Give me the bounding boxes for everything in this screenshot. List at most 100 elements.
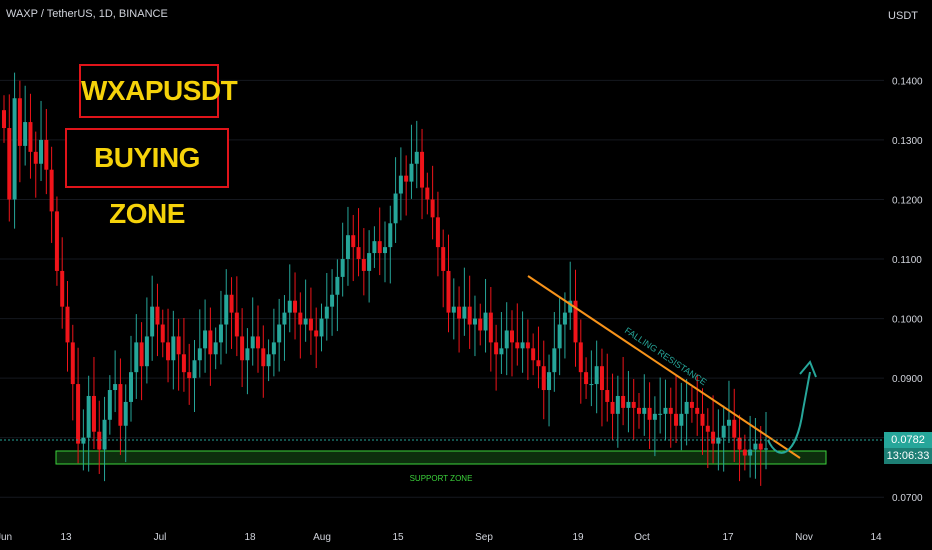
candle-body bbox=[652, 413, 657, 420]
candle-body bbox=[578, 342, 583, 373]
candle-body bbox=[388, 223, 393, 248]
candle-body bbox=[626, 401, 631, 408]
candle-body bbox=[356, 247, 361, 260]
candle-body bbox=[187, 372, 192, 379]
bar-countdown-badge: 13:06:33 bbox=[884, 448, 932, 464]
candle-body bbox=[409, 163, 414, 182]
candle-body bbox=[160, 324, 165, 343]
x-tick-label: 19 bbox=[572, 532, 584, 543]
candle-body bbox=[245, 348, 250, 361]
candle-body bbox=[467, 306, 472, 325]
candle-body bbox=[663, 407, 668, 414]
candle-body bbox=[197, 348, 202, 361]
x-tick-label: Nov bbox=[795, 532, 813, 543]
candle-body bbox=[504, 330, 509, 349]
candle-body bbox=[732, 419, 737, 438]
candle-body bbox=[398, 175, 403, 194]
x-tick-label: Jun bbox=[0, 532, 12, 543]
candle-body bbox=[330, 294, 335, 307]
candle-body bbox=[351, 235, 356, 248]
candle-body bbox=[377, 241, 382, 254]
candle-body bbox=[213, 342, 218, 355]
candle-body bbox=[372, 241, 377, 254]
candle-body bbox=[33, 151, 38, 164]
candle-body bbox=[308, 318, 313, 331]
candle-body bbox=[361, 259, 366, 271]
projection-arrow bbox=[767, 371, 811, 454]
candle-body bbox=[314, 330, 319, 337]
candle-body bbox=[203, 330, 208, 349]
candle-body bbox=[510, 330, 514, 343]
candle-body bbox=[525, 342, 530, 349]
candle-body bbox=[123, 401, 128, 426]
y-tick-label: 0.1100 bbox=[892, 255, 922, 266]
candle-body bbox=[319, 318, 324, 337]
candle-body bbox=[637, 407, 641, 414]
candle-body bbox=[753, 443, 758, 450]
candle-body bbox=[70, 342, 75, 385]
candle-body bbox=[531, 348, 536, 361]
support-zone bbox=[55, 450, 827, 465]
candle-body bbox=[65, 306, 70, 343]
candle-body bbox=[303, 318, 308, 325]
candle-body bbox=[44, 139, 49, 170]
candle-body bbox=[282, 312, 287, 325]
candle-body bbox=[229, 294, 234, 313]
candle-body bbox=[520, 342, 525, 349]
candle-body bbox=[54, 211, 59, 271]
x-tick-label: 18 bbox=[244, 532, 256, 543]
candle-body bbox=[261, 348, 266, 367]
candle-body bbox=[536, 360, 541, 367]
candle-body bbox=[107, 390, 112, 420]
time-axis[interactable]: Jun 13 Jul 18 Aug 15 Sep 19 Oct 17 Nov 14 bbox=[0, 532, 882, 543]
y-tick-label: 0.1000 bbox=[892, 315, 923, 326]
x-tick-label: 17 bbox=[722, 532, 734, 543]
candle-body bbox=[208, 330, 213, 355]
projection-arrowhead bbox=[799, 360, 817, 378]
candle-body bbox=[483, 312, 488, 331]
candle-body bbox=[605, 390, 610, 402]
candle-body bbox=[642, 407, 647, 414]
candle-body bbox=[102, 419, 107, 450]
candle-body bbox=[472, 318, 477, 325]
candle-body bbox=[266, 354, 271, 367]
currency-unit: USDT bbox=[888, 10, 918, 22]
candle-body bbox=[86, 395, 91, 438]
candle-body bbox=[599, 366, 604, 391]
candle-body bbox=[494, 342, 499, 355]
candle-body bbox=[393, 193, 398, 224]
x-tick-label: 13 bbox=[60, 532, 72, 543]
candle-body bbox=[737, 437, 742, 450]
candle-body bbox=[515, 342, 520, 349]
x-tick-label: 15 bbox=[392, 532, 404, 543]
candle-body bbox=[166, 342, 171, 361]
support-zone-label: SUPPORT ZONE bbox=[410, 474, 473, 483]
candle-body bbox=[711, 431, 716, 444]
candle-body bbox=[584, 372, 589, 385]
candle-body bbox=[758, 443, 763, 450]
candle-body bbox=[17, 98, 22, 146]
candle-body bbox=[192, 360, 197, 379]
x-tick-label: Sep bbox=[475, 532, 493, 543]
title-box: WXAPUSDT bbox=[79, 64, 238, 118]
candle-body bbox=[573, 300, 578, 343]
candle-body bbox=[557, 324, 562, 349]
x-tick-label: Jul bbox=[154, 532, 167, 543]
candle-body bbox=[414, 151, 419, 164]
candle-body bbox=[631, 401, 636, 408]
candle-body bbox=[383, 247, 387, 254]
candle-body bbox=[76, 384, 81, 444]
candle-body bbox=[457, 306, 462, 319]
candle-body bbox=[446, 270, 451, 313]
candle-body bbox=[181, 354, 186, 373]
candle-body bbox=[150, 306, 155, 337]
candle-body bbox=[139, 342, 144, 367]
candle-body bbox=[499, 348, 504, 355]
candle-body bbox=[97, 431, 102, 450]
candle-body bbox=[488, 312, 493, 343]
candle-body bbox=[256, 336, 260, 349]
candle-body bbox=[367, 253, 372, 271]
x-tick-label: Aug bbox=[313, 532, 331, 543]
x-tick-label: Oct bbox=[634, 532, 650, 543]
